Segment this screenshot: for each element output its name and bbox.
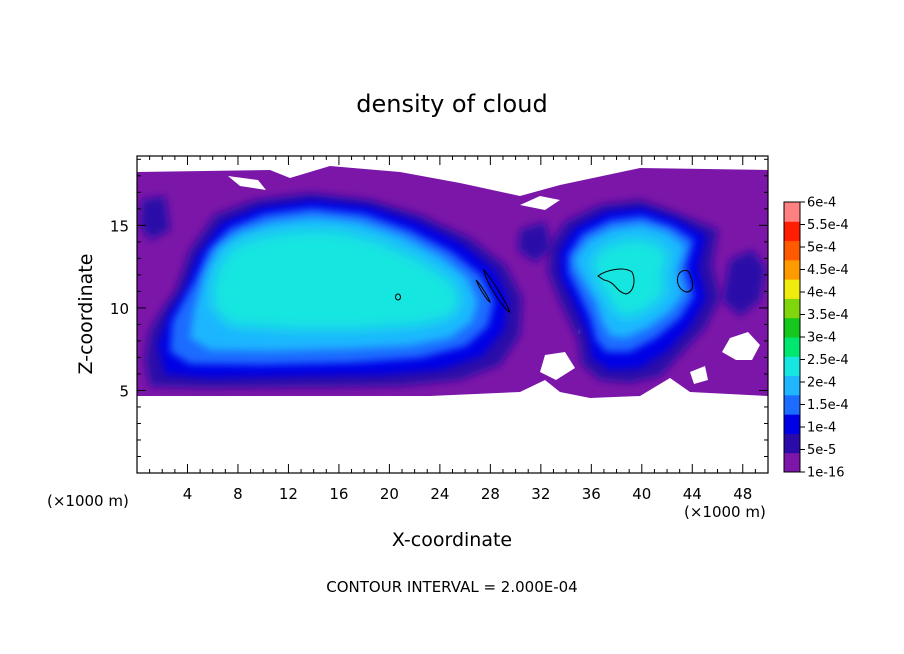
- x-unit-left: (×1000 m): [47, 492, 129, 510]
- colorbar-label: 5e-5: [807, 443, 836, 458]
- x-tick-label: 12: [279, 485, 298, 503]
- x-tick-label: 40: [632, 485, 651, 503]
- x-tick-label: 32: [531, 485, 550, 503]
- contour-interval-note: CONTOUR INTERVAL = 2.000E-04: [326, 578, 577, 596]
- contour-line: [475, 279, 491, 304]
- colorbar-swatch: [784, 298, 800, 319]
- y-axis-label: Z-coordinate: [75, 254, 97, 375]
- colorbar-label: 1.5e-4: [807, 398, 849, 413]
- colorbar-swatch: [784, 240, 800, 261]
- colorbar-swatch: [784, 356, 800, 377]
- y-tick-label: 5: [119, 382, 129, 400]
- contour-lines: [395, 268, 694, 313]
- plot-area: [137, 156, 768, 473]
- colorbar-label: 4.5e-4: [807, 263, 849, 278]
- cloud-field: [137, 166, 768, 398]
- colorbar-label: 2.5e-4: [807, 353, 849, 368]
- colorbar-swatch: [784, 375, 800, 396]
- x-tick-label: 4: [183, 485, 193, 503]
- colorbar-swatch: [784, 259, 800, 280]
- contour-line: [483, 268, 511, 313]
- colorbar-label: 1e-16: [807, 466, 845, 481]
- colorbar-label: 4e-4: [807, 286, 836, 301]
- colorbar-label: 2e-4: [807, 376, 836, 391]
- colorbar-label: 6e-4: [807, 196, 836, 211]
- x-axis: 4 8 12 16 20 24 28 32 36 40 44 48: [149, 156, 756, 503]
- x-tick-label: 48: [733, 485, 752, 503]
- x-tick-label: 16: [329, 485, 348, 503]
- chart-title: density of cloud: [356, 90, 547, 118]
- x-tick-label: 36: [582, 485, 601, 503]
- colorbar-swatch: [784, 317, 800, 338]
- contour-line: [677, 269, 694, 293]
- colorbar: 6e-4 5.5e-4 5e-4 4.5e-4 4e-4 3.5e-4 3e-4 2.5e-4…: [783, 196, 849, 481]
- colorbar-swatch: [784, 433, 800, 454]
- colorbar-label: 3.5e-4: [807, 308, 849, 323]
- colorbar-label: 1e-4: [807, 421, 836, 436]
- colorbar-label: 5.5e-4: [807, 218, 849, 233]
- x-tick-label: 28: [481, 485, 500, 503]
- colorbar-label: 3e-4: [807, 331, 836, 346]
- colorbar-swatch: [784, 279, 800, 299]
- colorbar-swatch: [784, 452, 800, 473]
- y-tick-label: 15: [110, 217, 129, 235]
- contour-line: [597, 268, 635, 295]
- colorbar-label: 5e-4: [807, 241, 836, 256]
- y-tick-label: 10: [110, 300, 129, 318]
- x-tick-label: 20: [380, 485, 399, 503]
- colorbar-swatch: [784, 221, 800, 242]
- colorbar-swatch: [784, 337, 800, 357]
- x-tick-label: 8: [233, 485, 243, 503]
- colorbar-swatch: [784, 414, 800, 434]
- x-tick-label: 44: [683, 485, 702, 503]
- colorbar-swatch: [784, 394, 800, 415]
- x-axis-label: X-coordinate: [392, 529, 512, 551]
- y-axis: 5 10 15: [110, 158, 768, 457]
- x-unit-right: (×1000 m): [684, 503, 766, 521]
- contour-line: [395, 293, 401, 301]
- colorbar-swatch: [784, 202, 800, 222]
- x-tick-label: 24: [430, 485, 449, 503]
